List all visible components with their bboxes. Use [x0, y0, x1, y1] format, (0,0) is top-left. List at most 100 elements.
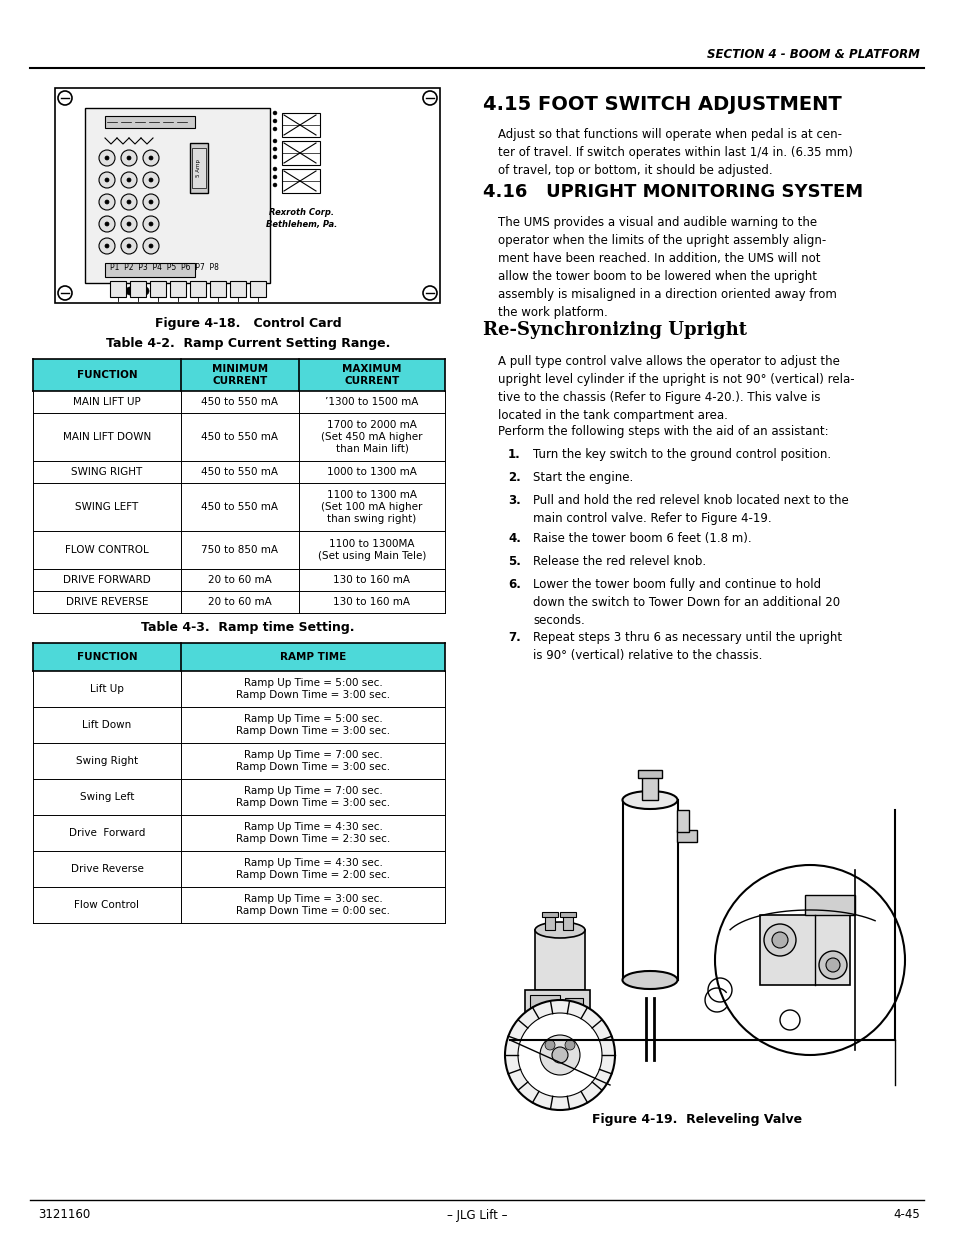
Text: 7.: 7. — [507, 631, 520, 643]
Text: 4.16   UPRIGHT MONITORING SYSTEM: 4.16 UPRIGHT MONITORING SYSTEM — [482, 183, 862, 201]
Circle shape — [99, 194, 115, 210]
Circle shape — [422, 287, 436, 300]
Ellipse shape — [622, 971, 677, 989]
Circle shape — [143, 149, 159, 165]
Circle shape — [273, 167, 276, 170]
Text: – JLG Lift –: – JLG Lift – — [446, 1209, 507, 1221]
Circle shape — [143, 238, 159, 254]
Text: Perform the following steps with the aid of an assistant:: Perform the following steps with the aid… — [497, 425, 828, 438]
Text: Table 4-2.  Ramp Current Setting Range.: Table 4-2. Ramp Current Setting Range. — [106, 336, 390, 350]
Text: Lift Up: Lift Up — [90, 684, 124, 694]
Bar — [559, 911, 576, 918]
Circle shape — [504, 1000, 615, 1110]
Circle shape — [127, 178, 131, 182]
Circle shape — [141, 287, 149, 295]
Bar — [110, 282, 126, 296]
Bar — [250, 282, 266, 296]
Bar — [282, 112, 319, 137]
Circle shape — [517, 1013, 601, 1097]
Circle shape — [99, 149, 115, 165]
Circle shape — [127, 156, 131, 161]
Bar — [33, 643, 444, 671]
Text: Lower the tower boom fully and continue to hold
down the switch to Tower Down fo: Lower the tower boom fully and continue … — [533, 578, 840, 627]
Bar — [55, 88, 439, 303]
Text: FUNCTION: FUNCTION — [76, 370, 137, 380]
Text: Release the red relevel knob.: Release the red relevel knob. — [533, 555, 705, 568]
Text: 750 to 850 mA: 750 to 850 mA — [201, 545, 278, 555]
Bar — [524, 990, 589, 1045]
Text: ’1300 to 1500 mA: ’1300 to 1500 mA — [325, 396, 418, 408]
Circle shape — [105, 200, 109, 204]
Text: 450 to 550 mA: 450 to 550 mA — [201, 396, 278, 408]
Circle shape — [149, 222, 152, 226]
Bar — [33, 412, 444, 461]
Text: Flow Control: Flow Control — [74, 900, 139, 910]
Circle shape — [273, 119, 276, 124]
Text: Ramp Up Time = 4:30 sec.
Ramp Down Time = 2:30 sec.: Ramp Up Time = 4:30 sec. Ramp Down Time … — [235, 823, 390, 844]
Text: Adjust so that functions will operate when pedal is at cen-
ter of travel. If sw: Adjust so that functions will operate wh… — [497, 128, 852, 177]
Text: 450 to 550 mA: 450 to 550 mA — [201, 467, 278, 477]
Circle shape — [149, 245, 152, 248]
Bar — [33, 461, 444, 483]
Circle shape — [149, 200, 152, 204]
Circle shape — [149, 156, 152, 161]
Text: MAXIMUM
CURRENT: MAXIMUM CURRENT — [342, 364, 401, 385]
Text: Figure 4-19.  Releveling Valve: Figure 4-19. Releveling Valve — [591, 1114, 801, 1126]
Circle shape — [127, 245, 131, 248]
Bar — [564, 998, 582, 1014]
Bar — [641, 776, 658, 800]
Text: P1  P2  P3  P4  P5  P6  P7  P8: P1 P2 P3 P4 P5 P6 P7 P8 — [110, 263, 218, 273]
Text: 1700 to 2000 mA
(Set 450 mA higher
than Main lift): 1700 to 2000 mA (Set 450 mA higher than … — [321, 420, 422, 453]
Text: Figure 4-18.   Control Card: Figure 4-18. Control Card — [154, 316, 341, 330]
Text: 20 to 60 mA: 20 to 60 mA — [208, 576, 272, 585]
Bar — [33, 887, 444, 923]
Bar — [282, 169, 319, 193]
Bar — [541, 911, 558, 918]
Text: 4.15 FOOT SWITCH ADJUSTMENT: 4.15 FOOT SWITCH ADJUSTMENT — [482, 95, 841, 115]
Circle shape — [273, 183, 276, 186]
Text: 450 to 550 mA: 450 to 550 mA — [201, 432, 278, 442]
Bar — [33, 815, 444, 851]
Text: Re-Synchronizing Upright: Re-Synchronizing Upright — [482, 321, 746, 338]
Bar — [33, 671, 444, 706]
Circle shape — [149, 178, 152, 182]
Bar — [33, 359, 444, 391]
Text: FLOW CONTROL: FLOW CONTROL — [65, 545, 149, 555]
Bar — [33, 569, 444, 592]
Text: 450 to 550 mA: 450 to 550 mA — [201, 501, 278, 513]
Circle shape — [143, 216, 159, 232]
Text: 3121160: 3121160 — [38, 1209, 91, 1221]
Text: MAIN LIFT UP: MAIN LIFT UP — [73, 396, 141, 408]
Circle shape — [552, 1047, 567, 1063]
Bar — [190, 143, 208, 193]
Bar — [210, 282, 226, 296]
Text: Rexroth Corp.
Bethlehem, Pa.: Rexroth Corp. Bethlehem, Pa. — [266, 207, 337, 228]
Circle shape — [763, 924, 795, 956]
Ellipse shape — [622, 790, 677, 809]
Circle shape — [544, 1040, 555, 1050]
Circle shape — [273, 127, 276, 131]
Text: 130 to 160 mA: 130 to 160 mA — [334, 597, 410, 606]
Text: 5.: 5. — [507, 555, 520, 568]
Text: DRIVE REVERSE: DRIVE REVERSE — [66, 597, 148, 606]
Bar — [85, 107, 270, 283]
Bar — [33, 779, 444, 815]
Bar — [33, 531, 444, 569]
Circle shape — [105, 222, 109, 226]
Text: Repeat steps 3 thru 6 as necessary until the upright
is 90° (vertical) relative : Repeat steps 3 thru 6 as necessary until… — [533, 631, 841, 662]
Text: 2.: 2. — [507, 471, 520, 484]
Circle shape — [771, 932, 787, 948]
Text: MAIN LIFT DOWN: MAIN LIFT DOWN — [63, 432, 151, 442]
Circle shape — [121, 238, 137, 254]
Circle shape — [156, 287, 164, 295]
Circle shape — [273, 147, 276, 151]
Text: 4-45: 4-45 — [892, 1209, 919, 1221]
Bar — [192, 148, 206, 188]
Bar — [804, 895, 854, 915]
Circle shape — [714, 864, 904, 1055]
Bar — [150, 282, 166, 296]
Circle shape — [121, 172, 137, 188]
Circle shape — [273, 140, 276, 143]
Text: Ramp Up Time = 5:00 sec.
Ramp Down Time = 3:00 sec.: Ramp Up Time = 5:00 sec. Ramp Down Time … — [235, 714, 390, 736]
Bar — [677, 810, 688, 832]
